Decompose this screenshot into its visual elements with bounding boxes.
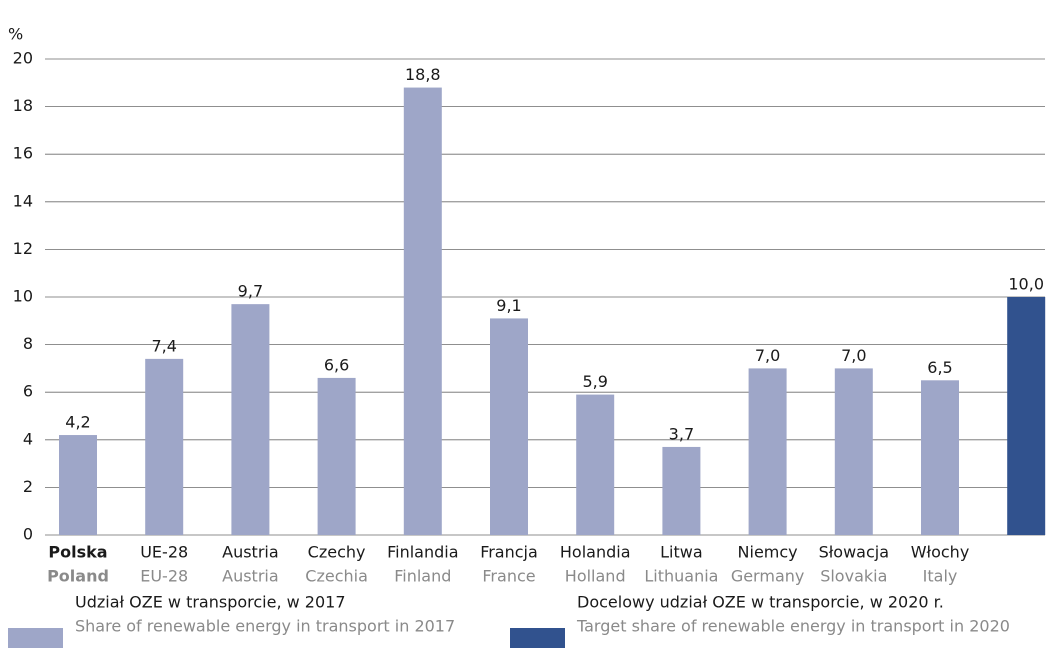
value-label: 18,8	[405, 65, 441, 84]
x-tick-label: Litwa	[660, 543, 703, 562]
legend-swatch	[510, 628, 565, 648]
y-tick-label: 10	[13, 287, 33, 306]
x-tick-label: Czechy	[308, 543, 366, 562]
legend-label-en: Target share of renewable energy in tran…	[576, 617, 1010, 636]
y-tick-label: 12	[13, 239, 33, 258]
value-label: 3,7	[669, 424, 694, 443]
x-tick-label-en: EU-28	[140, 567, 188, 586]
bar	[748, 368, 787, 535]
y-tick-label: 16	[13, 144, 33, 163]
bar	[576, 394, 615, 535]
x-tick-label-en: Poland	[47, 567, 109, 586]
x-tick-label: Polska	[48, 543, 107, 562]
bar	[403, 87, 442, 535]
bar	[231, 304, 270, 535]
x-tick-label: Finlandia	[387, 543, 458, 562]
value-label: 9,1	[496, 296, 521, 315]
x-tick-label-en: Germany	[731, 567, 805, 586]
value-label: 4,2	[65, 413, 90, 432]
y-tick-label: 2	[23, 477, 33, 496]
value-label: 9,7	[238, 282, 263, 301]
x-tick-label: UE-28	[140, 543, 188, 562]
value-label: 10,0	[1008, 275, 1044, 294]
legend-label: Docelowy udział OZE w transporcie, w 202…	[577, 593, 944, 612]
x-tick-label: Włochy	[911, 543, 970, 562]
y-axis-label: %	[8, 25, 23, 44]
x-tick-label-en: France	[482, 567, 535, 586]
x-tick-label: Niemcy	[738, 543, 798, 562]
x-tick-label: Słowacja	[819, 543, 889, 562]
value-label: 6,5	[927, 358, 952, 377]
y-tick-label: 14	[13, 191, 33, 210]
y-tick-label: 8	[23, 334, 33, 353]
x-tick-label-en: Finland	[394, 567, 451, 586]
value-label: 6,6	[324, 355, 349, 374]
bar	[145, 358, 184, 535]
legend-swatch	[8, 628, 63, 648]
value-label: 7,0	[755, 346, 780, 365]
x-tick-label: Holandia	[560, 543, 631, 562]
legend-label: Udział OZE w transporcie, w 2017	[75, 593, 346, 612]
bar	[1007, 297, 1046, 535]
legend-label-en: Share of renewable energy in transport i…	[75, 617, 455, 636]
x-tick-label-en: Lithuania	[644, 567, 718, 586]
y-tick-label: 4	[23, 429, 33, 448]
x-tick-label-en: Holland	[565, 567, 626, 586]
value-label: 5,9	[582, 372, 607, 391]
bar	[834, 368, 873, 535]
bar	[59, 435, 97, 535]
bar	[490, 318, 528, 535]
value-label: 7,4	[151, 336, 176, 355]
x-tick-label-en: Slovakia	[820, 567, 887, 586]
x-tick-label-en: Czechia	[305, 567, 368, 586]
bar	[317, 377, 356, 535]
x-tick-label-en: Italy	[923, 567, 958, 586]
x-tick-label-en: Austria	[222, 567, 279, 586]
value-label: 7,0	[841, 346, 866, 365]
bar	[662, 446, 701, 535]
y-tick-label: 6	[23, 382, 33, 401]
x-tick-label: Austria	[222, 543, 279, 562]
y-tick-label: 20	[13, 49, 33, 68]
y-tick-label: 18	[13, 96, 33, 115]
bar	[921, 380, 959, 535]
x-tick-label: Francja	[480, 543, 538, 562]
y-tick-label: 0	[23, 525, 33, 544]
